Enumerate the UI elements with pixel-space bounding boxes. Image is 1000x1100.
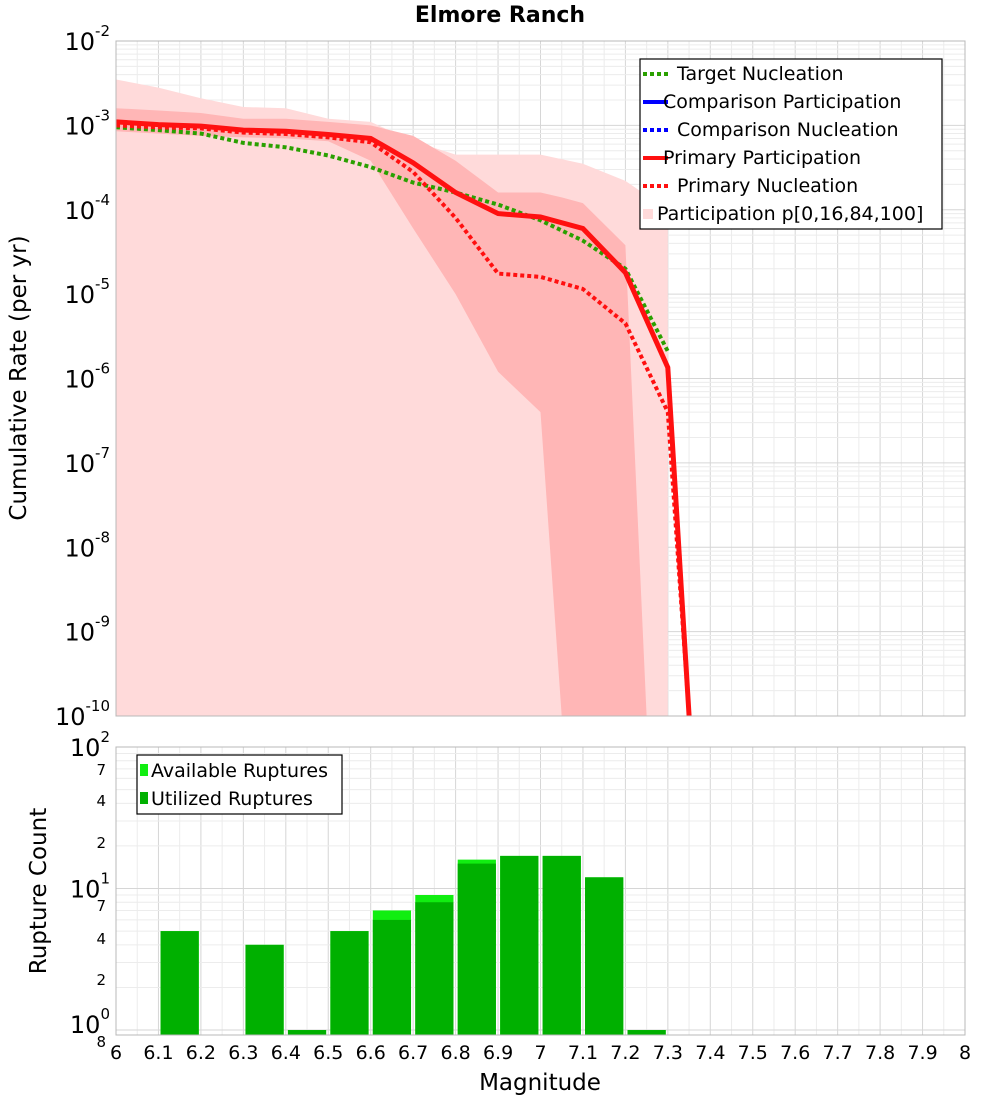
- rate-y-tick-label: 10-3: [64, 106, 110, 140]
- utilized-bar: [160, 931, 199, 1035]
- rate-panel: 10-2 10-3 10-4 10-5 10-6 10-7 10-8 10-9 10-10 Cu…: [6, 22, 966, 731]
- x-tick-label: 6.6: [356, 1042, 386, 1064]
- x-tick-label: 7.9: [907, 1042, 937, 1064]
- chart-title: Elmore Ranch: [415, 3, 585, 28]
- x-tick-label: 7.5: [738, 1042, 768, 1064]
- x-tick-label: 7.3: [653, 1042, 683, 1064]
- rate-y-tick-label: 10-10: [55, 697, 110, 731]
- count-legend-box: [136, 754, 343, 815]
- count-legend-swatch: [140, 792, 148, 804]
- count-y-minor-tick-label: 8: [96, 1033, 106, 1051]
- x-tick-labels: 6 6.1 6.2 6.3 6.4 6.5 6.6 6.7 6.8 6.9 7 7.1 7.2 7.3 7.…: [110, 1042, 971, 1064]
- x-tick-label: 6.5: [313, 1042, 343, 1064]
- count-legend-label: Available Ruptures: [151, 760, 328, 782]
- count-y-tick-label: 101: [70, 870, 110, 904]
- count-y-minor-tick-label: 7: [96, 897, 106, 915]
- count-bars: [160, 855, 666, 1035]
- x-tick-label: 6.3: [228, 1042, 258, 1064]
- count-y-minor-tick-label: 2: [96, 971, 106, 989]
- x-tick-label: 6.1: [143, 1042, 173, 1064]
- rate-y-tick-label: 10-6: [64, 360, 110, 394]
- percentile-band-1: [116, 108, 647, 716]
- count-y-tick-labels: 102 101 100 7 4 2 7 4 2 8: [70, 728, 110, 1051]
- x-tick-label: 7.2: [610, 1042, 640, 1064]
- utilized-bar: [287, 1030, 327, 1035]
- count-y-minor-tick-label: 4: [96, 792, 106, 810]
- rate-legend-box: [639, 58, 943, 230]
- x-tick-label: 7.8: [865, 1042, 895, 1064]
- count-y-tick-label: 100: [70, 1005, 110, 1039]
- x-tick-label: 6.9: [483, 1042, 513, 1064]
- rate-legend-label: Comparison Participation: [663, 91, 901, 113]
- rate-legend-label: Primary Participation: [663, 147, 861, 169]
- x-tick-label: 6.8: [440, 1042, 470, 1064]
- count-y-minor-tick-label: 7: [96, 761, 106, 779]
- series-line-1: [115, 119, 692, 717]
- utilized-bar: [500, 855, 539, 1035]
- utilized-bar: [372, 919, 412, 1035]
- rate-legend-label: Primary Nucleation: [677, 175, 858, 197]
- count-legend: Available Ruptures Utilized Ruptures: [136, 754, 343, 815]
- utilized-bar: [330, 931, 369, 1035]
- rate-legend-label: Participation p[0,16,84,100]: [657, 203, 923, 225]
- series-line-0: [115, 125, 670, 353]
- utilized-bar: [415, 902, 454, 1035]
- x-tick-label: 7.7: [823, 1042, 853, 1064]
- utilized-bar: [457, 863, 496, 1035]
- x-tick-label: 6.2: [186, 1042, 216, 1064]
- rate-y-tick-labels: 10-2 10-3 10-4 10-5 10-6 10-7 10-8 10-9 10-10: [55, 22, 110, 731]
- x-tick-label: 6.7: [398, 1042, 428, 1064]
- x-tick-label: 7.6: [780, 1042, 810, 1064]
- rate-y-axis-label: Cumulative Rate (per yr): [6, 235, 32, 520]
- rate-y-tick-label: 10-5: [64, 275, 110, 309]
- count-y-tick-label: 102: [70, 728, 110, 762]
- rate-y-tick-label: 10-9: [64, 613, 110, 647]
- rate-y-tick-label: 10-8: [64, 528, 110, 562]
- count-y-minor-tick-label: 4: [96, 930, 106, 948]
- rate-series-lines: [115, 119, 692, 717]
- x-tick-label: 8: [959, 1042, 971, 1064]
- count-plot-frame: [115, 746, 966, 1036]
- rate-legend-swatch: [643, 209, 653, 219]
- count-legend-swatch: [140, 764, 148, 776]
- count-y-minor-tick-label: 2: [96, 834, 106, 852]
- count-legend-label: Utilized Ruptures: [151, 788, 313, 810]
- percentile-bands: [116, 79, 668, 716]
- rate-legend-label: Target Nucleation: [676, 63, 844, 85]
- x-tick-label: 7.1: [568, 1042, 598, 1064]
- rate-y-tick-label: 10-2: [64, 22, 110, 56]
- rate-plot-frame: [115, 40, 966, 717]
- rate-y-tick-label: 10-4: [64, 191, 110, 225]
- rate-y-tick-label: 10-7: [64, 444, 110, 478]
- x-tick-label: 6.4: [271, 1042, 301, 1064]
- x-tick-label: 7.4: [695, 1042, 725, 1064]
- rate-legend: Target Nucleation Comparison Participatio…: [639, 58, 943, 230]
- x-axis-label: Magnitude: [479, 1070, 601, 1096]
- utilized-bar: [542, 855, 581, 1035]
- x-tick-label: 6: [110, 1042, 122, 1064]
- x-tick-label: 7: [534, 1042, 546, 1064]
- utilized-bar: [245, 944, 284, 1035]
- utilized-bar: [585, 877, 624, 1035]
- rate-legend-label: Comparison Nucleation: [677, 119, 899, 141]
- count-y-axis-label: Rupture Count: [26, 808, 52, 974]
- utilized-bar: [627, 1030, 666, 1035]
